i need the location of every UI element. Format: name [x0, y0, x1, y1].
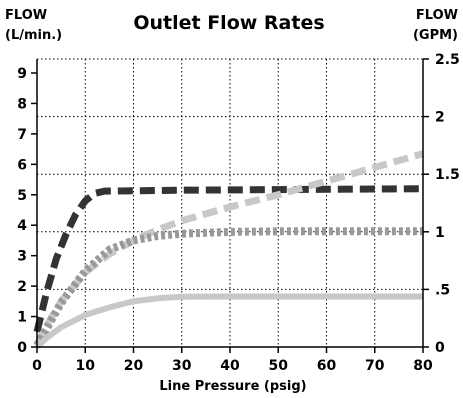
- x-axis-label: Line Pressure (psig): [159, 379, 306, 394]
- y-tick-label-left: 5: [17, 188, 27, 204]
- y-tick-label-left: 7: [17, 127, 27, 143]
- left-axis-label-line1: FLOW: [5, 8, 47, 23]
- x-tick-label: 70: [365, 358, 385, 374]
- x-tick-label: 30: [172, 358, 192, 374]
- tick-labels: 0 1 2 3 4 5 6 7 8 9 0 .5 1 1.5 2 2.5 0 10 20 30 40 50 60 70 80: [17, 52, 460, 374]
- y-tick-label-right: 1: [435, 225, 445, 241]
- x-tick-label: 80: [413, 358, 433, 374]
- series-line-3: [33, 227, 423, 348]
- y-tick-label-left: 0: [17, 340, 27, 356]
- x-tick-label: 60: [317, 358, 337, 374]
- y-tick-label-left: 9: [17, 66, 27, 82]
- left-axis-label-line2: (L/min.): [5, 28, 62, 43]
- y-tick-label-right: 0: [435, 340, 445, 356]
- chart-title: Outlet Flow Rates: [133, 12, 324, 34]
- y-tick-label-left: 3: [17, 249, 27, 265]
- right-axis-label-line1: FLOW: [416, 8, 458, 23]
- right-axis-label-line2: (GPM): [413, 28, 458, 43]
- axes: [31, 58, 429, 353]
- y-tick-label-left: 8: [17, 96, 27, 112]
- x-tick-label: 0: [32, 358, 42, 374]
- y-tick-label-right: 2.5: [435, 52, 460, 68]
- y-tick-label-right: 2: [435, 110, 445, 126]
- series-layer: [33, 150, 424, 350]
- y-tick-label-left: 4: [17, 218, 27, 234]
- y-tick-label-left: 6: [17, 157, 27, 173]
- x-tick-label: 40: [220, 358, 240, 374]
- x-tick-label: 50: [269, 358, 289, 374]
- y-tick-label-right: .5: [435, 282, 450, 298]
- series-line-1: [33, 185, 424, 333]
- grid: [37, 58, 424, 347]
- x-tick-label: 10: [76, 358, 96, 374]
- series-line-4: [34, 293, 423, 350]
- y-tick-label-right: 1.5: [435, 167, 460, 183]
- series-line-2: [33, 150, 424, 348]
- y-tick-label-left: 2: [17, 279, 27, 295]
- x-tick-label: 20: [124, 358, 144, 374]
- y-tick-label-left: 1: [17, 310, 27, 326]
